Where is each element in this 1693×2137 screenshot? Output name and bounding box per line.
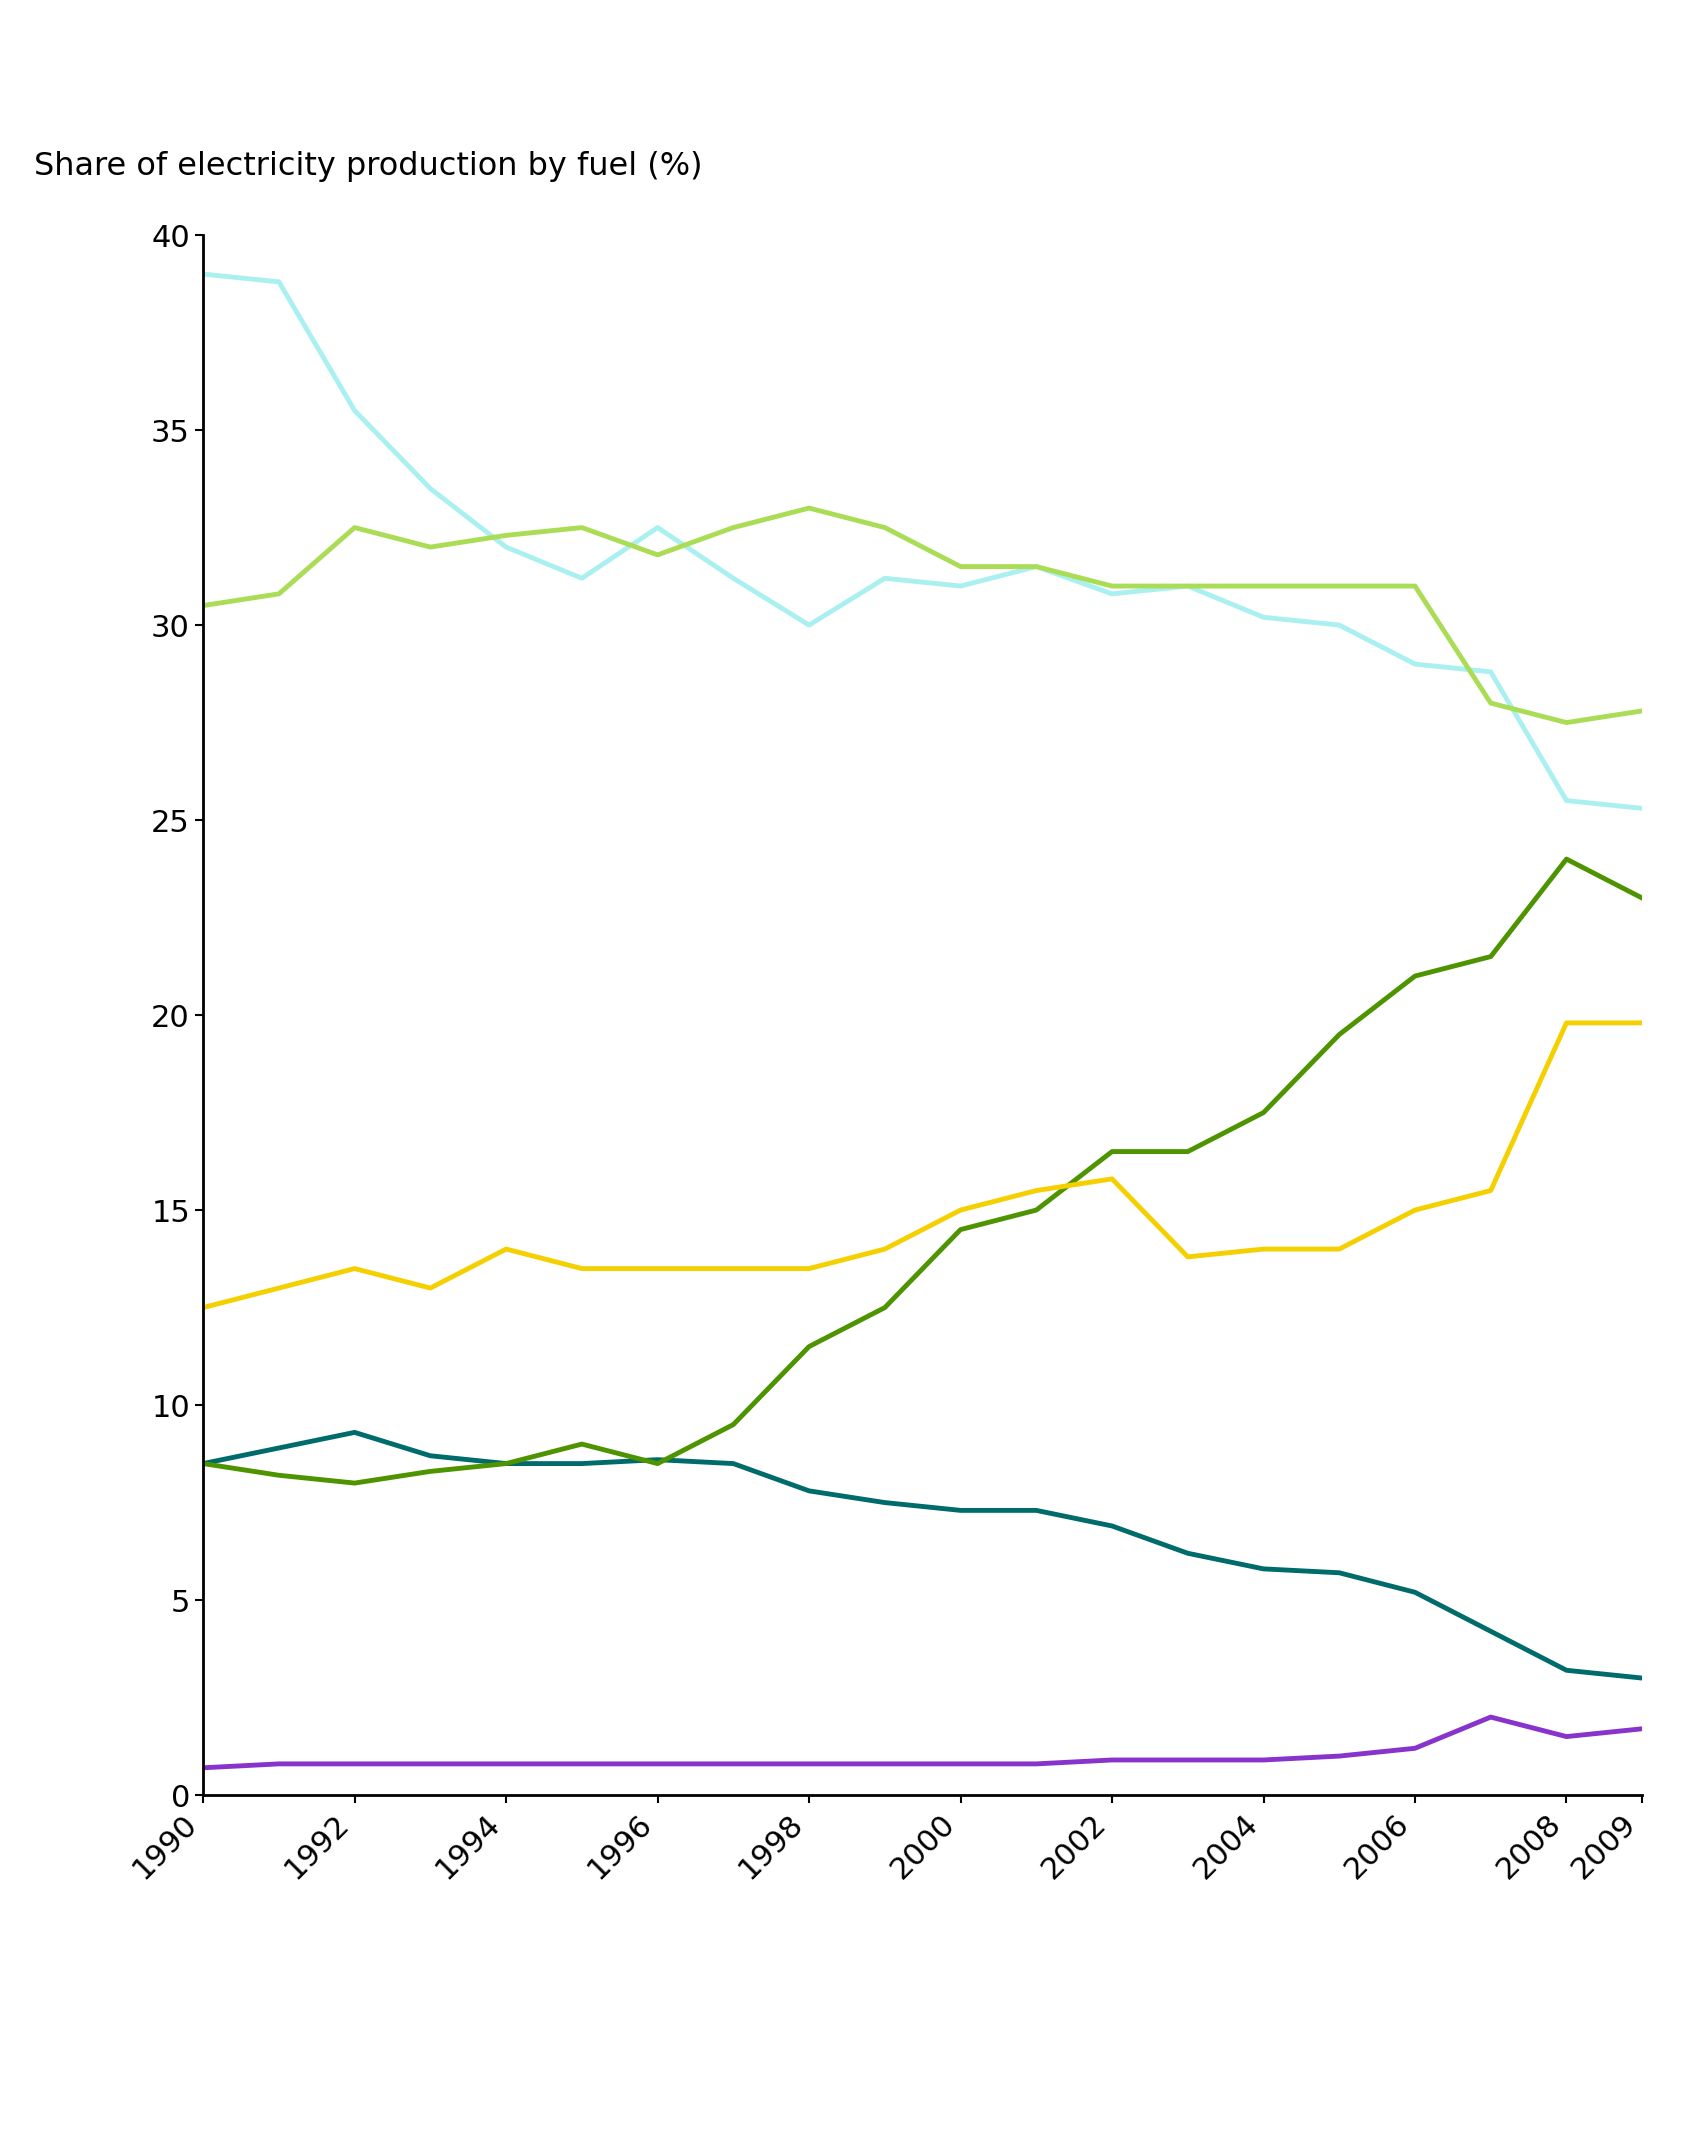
Text: Share of electricity production by fuel (%): Share of electricity production by fuel … — [34, 150, 703, 182]
